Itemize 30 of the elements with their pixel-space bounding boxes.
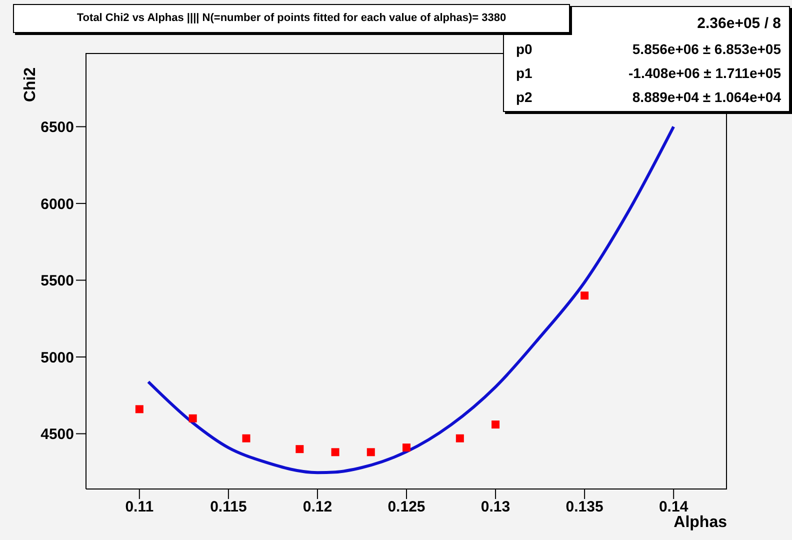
x-tick-label: 0.12 <box>302 498 332 516</box>
text: p1 -1.408e+06 ± 1.711e+05 <box>516 65 781 81</box>
line-series <box>146 125 676 474</box>
y-tick-label: 6000 <box>40 196 74 213</box>
x-tick-label: 0.115 <box>210 498 247 516</box>
point <box>331 448 340 456</box>
x-tick-label: 0.135 <box>566 498 604 516</box>
point <box>580 292 589 300</box>
y-tick-label: 5000 <box>40 349 74 366</box>
y-axis-title: Chi2 <box>22 67 40 102</box>
point <box>492 420 500 429</box>
point <box>242 434 250 442</box>
x-axis-title: Alphas <box>674 514 727 532</box>
chart-title: Total Chi2 vs Alphas |||| N(=number of points fitted for each value of alphas)= 3380 <box>13 4 570 33</box>
x-tick-label: 0.14 <box>658 498 689 516</box>
x-tick-label: 0.125 <box>388 498 426 516</box>
text: p0 5.856e+06 ± 6.853e+05 <box>516 41 781 57</box>
y-tick-label: 6500 <box>40 119 74 136</box>
point <box>456 434 464 442</box>
point <box>402 444 410 452</box>
point <box>366 448 375 456</box>
text: 2.36e+05 / 8 <box>696 14 781 34</box>
point <box>135 405 144 414</box>
point <box>188 414 197 422</box>
point <box>296 445 304 454</box>
x-tick-label: 0.11 <box>125 498 154 516</box>
x-tick-label: 0.13 <box>480 498 510 516</box>
y-tick-label: 5500 <box>40 272 74 290</box>
text: p2 8.889e+04 ± 1.064e+04 <box>516 89 781 105</box>
y-tick-label: 4500 <box>40 426 74 444</box>
